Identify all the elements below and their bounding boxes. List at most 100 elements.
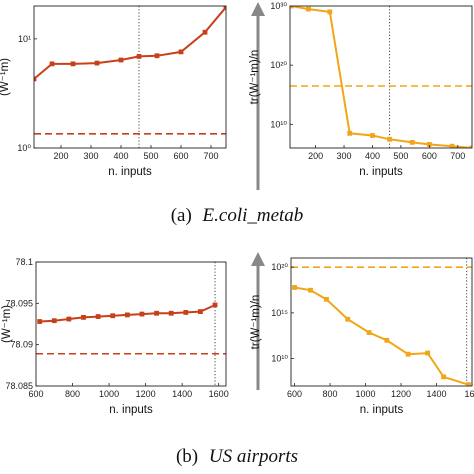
b-left-xtick-label: 1600: [209, 389, 229, 399]
a-right-xtick-label: 500: [393, 151, 408, 161]
a-right-series-line: [291, 6, 472, 148]
b-left-point: [124, 312, 130, 318]
b-right-point: [345, 316, 351, 322]
b-right-xtick-label: 800: [323, 389, 338, 399]
a-left-ytick-label: 10⁰: [17, 143, 31, 153]
a-right-point: [347, 130, 353, 136]
a-left-xtick-label: 600: [173, 151, 188, 161]
b-right-xtick-label: 1200: [391, 389, 411, 399]
b-left-point: [183, 310, 189, 315]
b-left-point: [51, 318, 57, 324]
a-right-xtick-label: 700: [450, 151, 465, 161]
a-left-ylabel: (W⁻¹m): [0, 58, 11, 96]
a-right-ytick-label: 10³⁰: [270, 1, 287, 11]
a-left-point: [178, 49, 184, 55]
a-right-xlabel: n. inputs: [359, 166, 403, 178]
a-left-ytick-label: 10¹: [18, 34, 31, 44]
a-left-point: [70, 61, 76, 67]
b-right-point: [366, 330, 372, 335]
a-right-point: [449, 143, 455, 148]
b-right-point: [466, 382, 471, 386]
b-right-point: [405, 351, 411, 357]
b-left-ytick-label: 78.09: [10, 340, 33, 350]
a-right-xtick-label: 200: [308, 151, 323, 161]
a-left-xlabel: n. inputs: [108, 166, 152, 178]
b-left-ytick-label: 78.085: [5, 381, 33, 391]
a-left-frame: [33, 5, 227, 149]
a-left-point: [136, 54, 142, 59]
b-left-point: [198, 309, 203, 314]
caption-a-label: (a): [171, 205, 192, 226]
b-left-xtick-label: 1400: [172, 389, 192, 399]
b-right-ytick-label: 10¹⁵: [271, 308, 288, 318]
a-right-point: [327, 9, 333, 15]
b-left-point: [37, 319, 43, 324]
b-right-ytick-label: 10²⁰: [271, 262, 288, 272]
a-right-point: [370, 133, 375, 138]
b-left-ytick-label: 78.095: [5, 298, 33, 308]
a-left-xtick-label: 400: [113, 151, 128, 161]
a-right-point: [306, 6, 311, 12]
b-left-ylabel: (W⁻¹m): [1, 305, 13, 343]
a-right-ylabel: tr(W⁻¹m)/n: [249, 50, 261, 105]
b-right-point: [308, 287, 313, 293]
b-right-xtick-label: 1400: [426, 389, 446, 399]
a-left-point: [118, 57, 124, 63]
b-left-point: [212, 302, 218, 308]
b-right-xtick-label: 160: [464, 389, 474, 399]
a-left-xtick-label: 300: [83, 151, 98, 161]
panel-a-left: 200 300 400 500 600 700 10⁰ 10¹ n. inputs (W⁻¹m): [0, 5, 227, 178]
a-left-plot-area: [34, 6, 226, 148]
b-right-point: [324, 296, 329, 302]
b-right-frame: [290, 257, 473, 387]
a-left-xtick-label: 500: [143, 151, 158, 161]
b-left-point: [168, 310, 174, 316]
a-left-point: [94, 60, 100, 66]
b-left-xtick-label: 800: [65, 389, 80, 399]
b-left-ytick-label: 78.1: [15, 257, 33, 267]
b-right-point: [441, 374, 447, 380]
b-left-point: [139, 311, 145, 317]
b-left-xtick-label: 600: [28, 389, 43, 399]
b-right-point: [425, 350, 431, 356]
b-right-ytick-label: 10¹⁰: [271, 354, 288, 364]
b-left-frame: [35, 261, 227, 387]
a-right-point: [426, 142, 432, 147]
a-left-point: [154, 53, 160, 59]
b-right-point: [384, 337, 390, 343]
b-right-plot-area: [291, 258, 472, 386]
a-left-point: [202, 29, 208, 35]
a-left-point: [34, 76, 37, 82]
b-left-xtick-label: 1200: [136, 389, 156, 399]
a-left-series-line: [34, 6, 226, 80]
a-right-ytick-label: 10²⁰: [270, 60, 287, 70]
a-left-point: [49, 61, 55, 67]
arrow-group-a: [251, 2, 265, 190]
panel-a-right: 200 300 400 500 600 700 10¹⁰ 10²⁰ 10³⁰ n. inputs t…: [249, 1, 473, 178]
b-left-point: [110, 313, 116, 319]
caption-b-label: (b): [176, 446, 198, 467]
a-right-ytick-label: 10¹⁰: [270, 119, 287, 129]
a-right-xtick-label: 300: [337, 151, 352, 161]
a-right-xtick-label: 400: [365, 151, 380, 161]
b-right-ylabel: tr(W⁻¹m)/n: [250, 295, 262, 350]
a-left-xtick-label: 700: [203, 151, 218, 161]
arrow-group-b: [251, 252, 265, 390]
panel-b-right: 600 800 1000 1200 1400 160 10¹⁰ 10¹⁵ 10²⁰ n. inpu…: [250, 257, 474, 416]
caption-b-text: US airports: [209, 446, 298, 467]
b-right-xtick-label: 600: [287, 389, 302, 399]
a-right-point: [290, 6, 294, 9]
b-left-point: [66, 316, 72, 322]
a-right-point: [469, 145, 472, 148]
caption-a-text: E.coli_metab: [202, 205, 304, 226]
a-right-point: [387, 136, 392, 142]
a-right-plot-area: [290, 6, 472, 148]
b-left-point: [95, 314, 101, 319]
a-left-xtick-label: 200: [53, 151, 68, 161]
b-right-xlabel: n. inputs: [360, 404, 404, 416]
b-left-point: [154, 310, 159, 316]
b-left-plot-area: [36, 262, 226, 386]
a-right-point: [409, 139, 415, 145]
b-left-point: [81, 314, 86, 320]
